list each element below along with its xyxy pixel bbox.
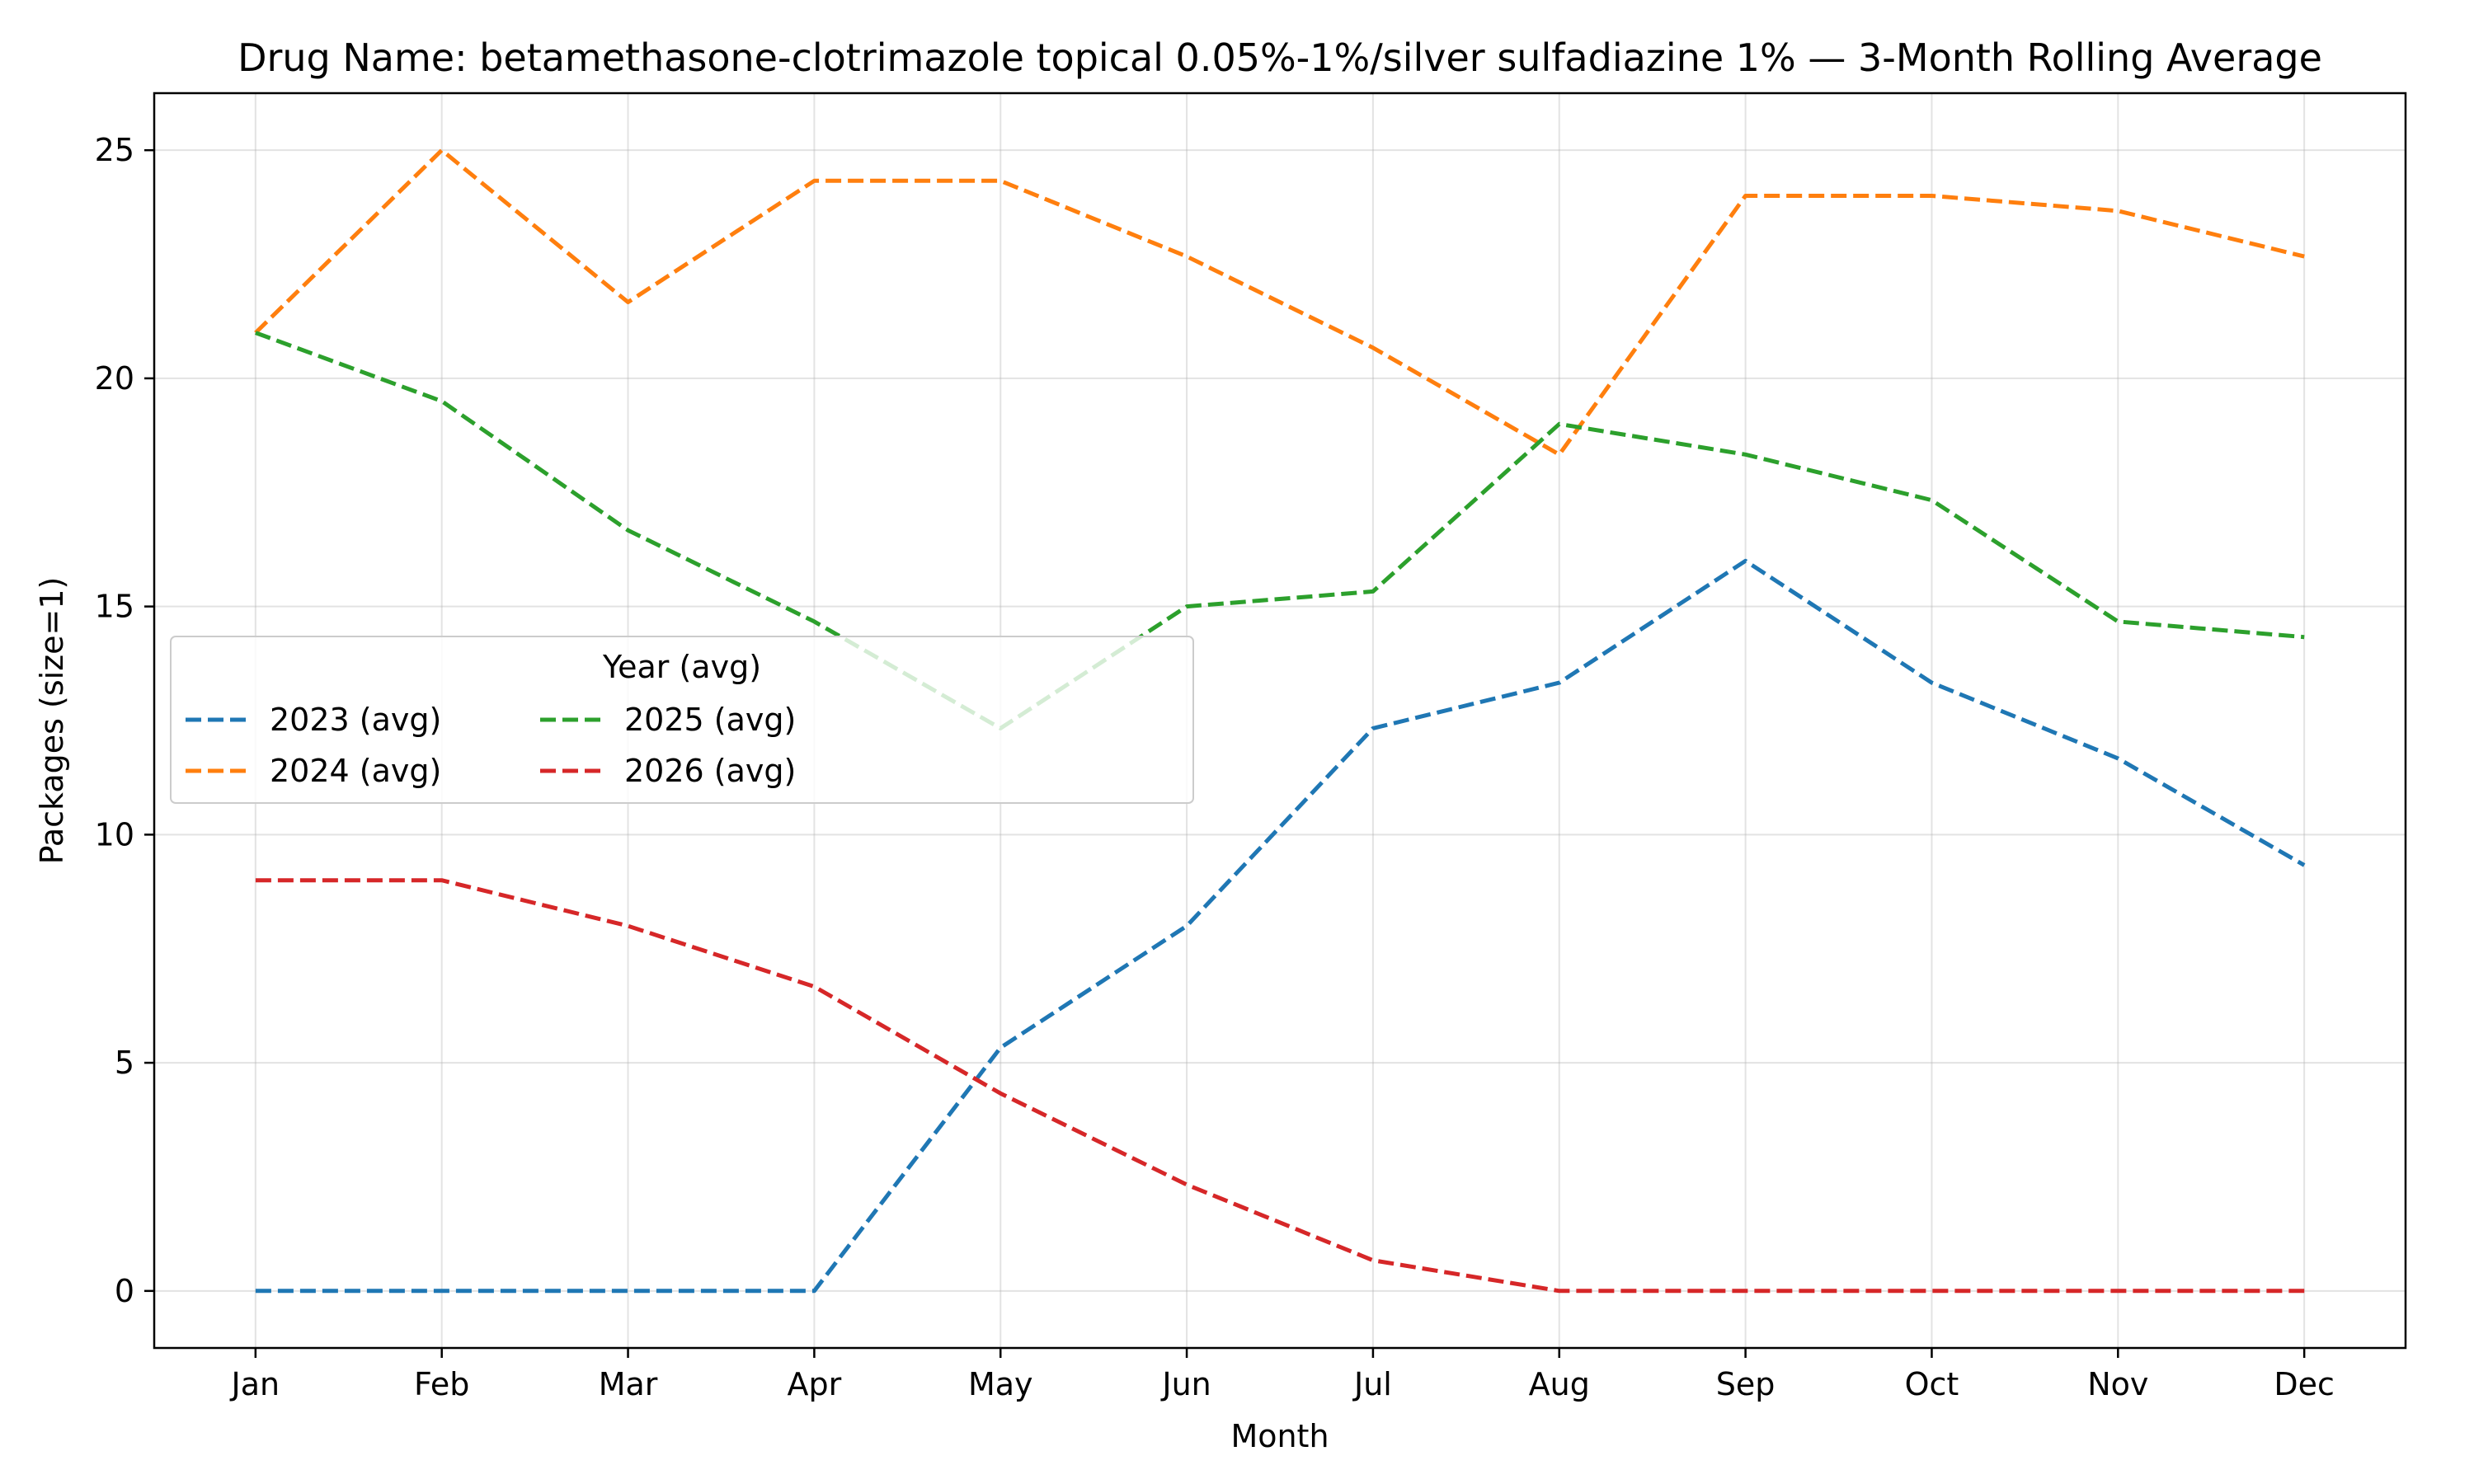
legend-items: 2023 (avg) 2024 (avg) 2025 (avg) 2026 (avg) — [186, 702, 796, 789]
series-line-2025 — [255, 331, 2305, 730]
series-line-2024 — [254, 148, 2305, 457]
x-tick-label: Oct — [1905, 1366, 1959, 1402]
x-tick-label: Dec — [2274, 1366, 2335, 1402]
y-tick-label: 5 — [115, 1045, 134, 1081]
chart-title: Drug Name: betamethasone-clotrimazole to… — [238, 35, 2322, 80]
x-axis-label: Month — [1230, 1418, 1329, 1454]
x-tick-label: Aug — [1529, 1366, 1590, 1402]
legend-entry-label: 2023 (avg) — [270, 702, 441, 738]
legend-box — [170, 636, 1194, 804]
x-tick-label: Jun — [1160, 1366, 1211, 1402]
series-line-2023 — [255, 558, 2306, 1294]
x-tick-label: Jul — [1352, 1366, 1392, 1402]
legend-entry-label: 2024 (avg) — [270, 753, 441, 789]
legend: Year (avg) 2023 (avg) 2024 (avg) 2025 (avg… — [170, 636, 1194, 804]
x-tick-label: Nov — [2087, 1366, 2148, 1402]
y-tick-label: 20 — [95, 360, 134, 397]
x-tick-label: Sep — [1716, 1366, 1776, 1402]
y-tick-label: 15 — [95, 589, 134, 625]
legend-title: Year (avg) — [602, 649, 761, 685]
series-lines — [254, 148, 2306, 1294]
plot-area-frame — [153, 92, 2407, 1350]
x-tick-label: Mar — [599, 1366, 658, 1402]
y-tick-label: 25 — [95, 132, 134, 168]
y-tick-label: 0 — [115, 1273, 134, 1309]
series-line-2026 — [255, 878, 2305, 1294]
x-tick-label: May — [968, 1366, 1033, 1402]
y-tick-label: 10 — [95, 816, 134, 852]
legend-entry-label: 2026 (avg) — [624, 753, 796, 789]
x-tick-label: Feb — [414, 1366, 469, 1402]
legend-entry-label: 2025 (avg) — [624, 702, 796, 738]
y-axis: 0 5 10 15 20 25 — [95, 132, 154, 1309]
x-tick-label: Jan — [230, 1366, 280, 1402]
x-axis: Jan Feb Mar Apr May Jun Jul Aug Sep Oct Nov Dec — [230, 1348, 2335, 1402]
y-axis-label: Packages (size=1) — [34, 577, 70, 865]
x-tick-label: Apr — [788, 1366, 842, 1402]
